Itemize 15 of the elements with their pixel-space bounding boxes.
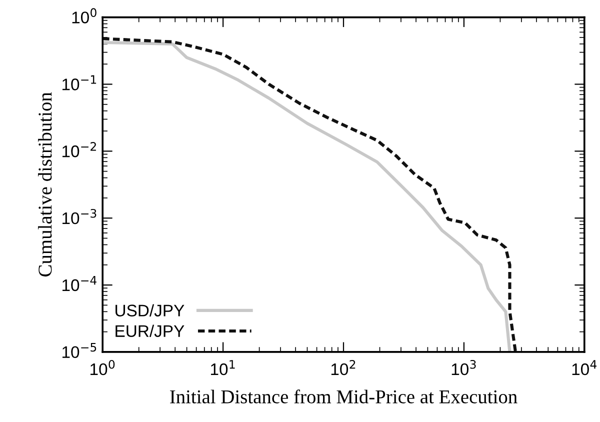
y-tick-label: 10$^{0}$	[72, 8, 96, 24]
y-tick-label: 10$^{−1}$	[62, 75, 96, 90]
y-axis-title: Cumulative distribution	[38, 92, 52, 276]
x-axis-title: Initial Distance from Mid-Price at Execution	[170, 390, 518, 404]
x-tick-label: 10$^{0}$	[90, 360, 115, 376]
y-tick-label: 10$^{−3}$	[62, 208, 96, 224]
x-tick-label: 10$^{2}$	[331, 360, 356, 376]
legend-label: EUR/JPY	[116, 324, 184, 337]
y-tick-label: 10$^{−4}$	[62, 276, 96, 292]
legend-label: USD/JPY	[116, 304, 184, 316]
x-tick-label: 10$^{1}$	[210, 360, 235, 376]
y-tick-label: 10$^{−2}$	[62, 142, 96, 158]
x-tick-label: 10$^{4}$	[572, 360, 597, 376]
y-tick-label: 10$^{−5}$	[62, 342, 96, 358]
x-tick-label: 10$^{3}$	[452, 360, 476, 376]
